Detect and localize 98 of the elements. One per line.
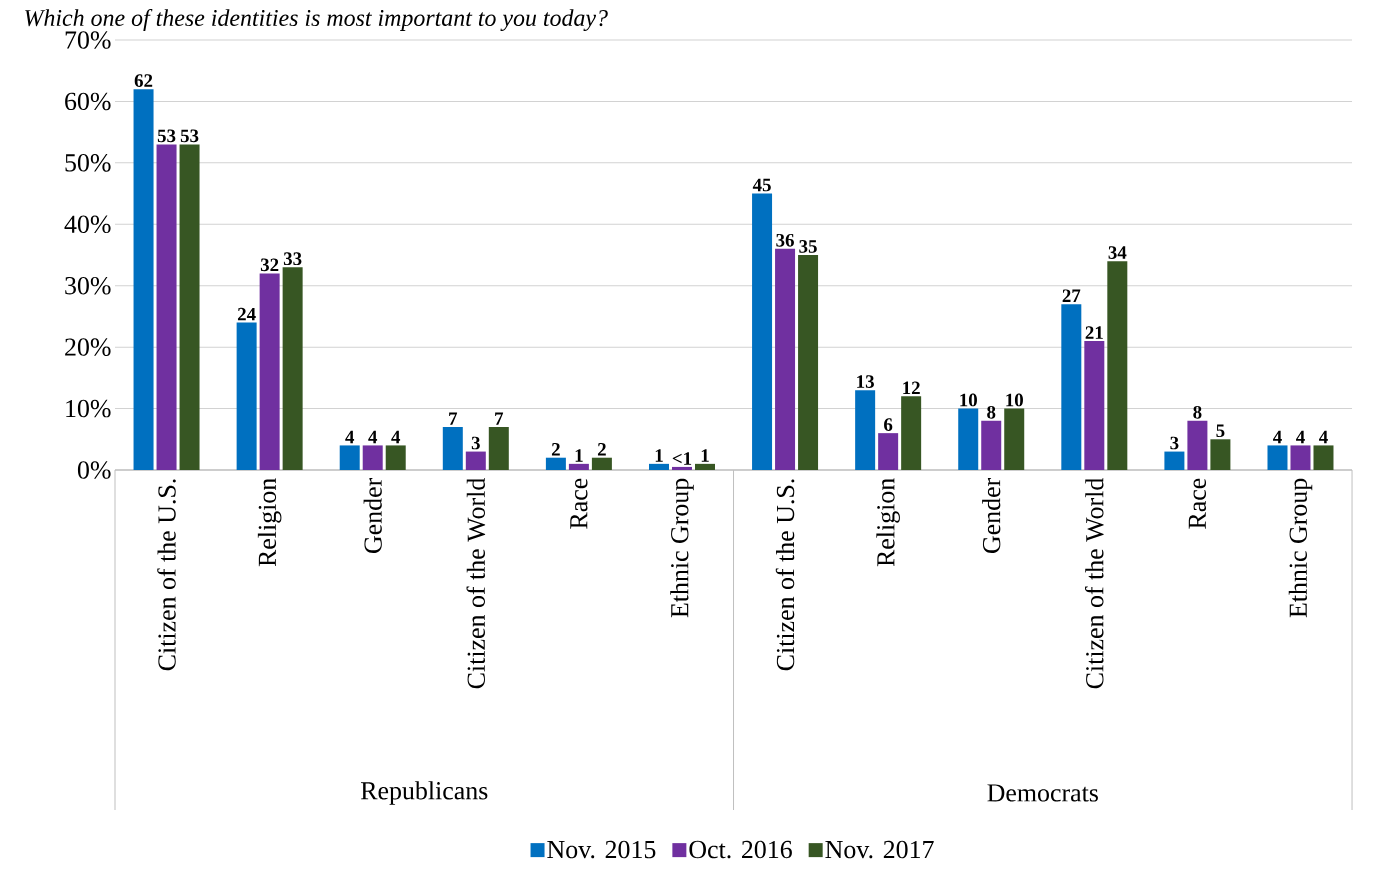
- bar: [671, 466, 692, 470]
- data-label: 8: [987, 405, 996, 419]
- bar: [1290, 445, 1311, 470]
- bar: [488, 427, 509, 470]
- data-label: <1: [672, 452, 692, 465]
- text: Democrats: [987, 784, 1098, 802]
- data-label: 2: [597, 442, 606, 456]
- bar: [1004, 408, 1025, 470]
- bar: [442, 427, 463, 470]
- data-label: 5: [1216, 424, 1225, 438]
- bar: [385, 445, 406, 470]
- x-tick-label: Race: [570, 478, 588, 529]
- legend-label: Nov. 2015: [547, 840, 656, 859]
- bar: [1164, 451, 1185, 470]
- bar: [752, 193, 773, 470]
- bar: [1084, 341, 1105, 470]
- x-tick-label: Ethnic Group: [1288, 478, 1313, 618]
- x-tick-label: Religion: [257, 478, 282, 567]
- bar: [878, 433, 899, 470]
- chart-title: Which one of these identities is most important to you today?: [25, 9, 608, 31]
- bar: [1107, 261, 1128, 470]
- y-tick-label: 20%: [65, 338, 111, 356]
- data-label: 53: [157, 129, 176, 143]
- data-label: 45: [752, 178, 771, 192]
- bar: [568, 463, 589, 470]
- bar: [1210, 439, 1231, 470]
- data-label: 24: [237, 307, 256, 321]
- data-label: 4: [368, 430, 378, 444]
- y-tick-label: 30%: [65, 276, 111, 295]
- legend-label: Oct. 2016: [689, 840, 792, 859]
- legend-label: Nov. 2017: [825, 840, 934, 859]
- data-label: 10: [1006, 393, 1023, 407]
- bar: [545, 457, 566, 470]
- data-label: 62: [134, 74, 153, 87]
- bar: [981, 420, 1002, 470]
- bar: [1187, 420, 1208, 470]
- x-tick-label: Citizen of the World: [1085, 478, 1104, 689]
- data-label: 7: [495, 412, 504, 425]
- bar: [775, 248, 796, 470]
- bar: [259, 273, 280, 470]
- x-tick-label: Religion: [876, 478, 900, 567]
- data-label: 4: [1273, 430, 1282, 444]
- data-label: 33: [283, 252, 302, 266]
- bar: [901, 396, 922, 470]
- x-tick-label: Citizen of the World: [466, 478, 486, 689]
- data-label: 4: [391, 430, 401, 444]
- x-tick-label: Gender: [363, 477, 382, 553]
- bar: [362, 445, 383, 470]
- data-label: 35: [799, 240, 817, 253]
- data-label: 4: [1296, 430, 1305, 444]
- data-label: 13: [857, 375, 874, 388]
- bar: [156, 144, 177, 470]
- y-tick-label: 0%: [77, 461, 111, 479]
- x-tick-label: Gender: [982, 477, 1001, 553]
- data-label: 1: [701, 449, 709, 462]
- data-label: 2: [551, 442, 560, 456]
- bar: [1267, 445, 1288, 470]
- y-tick-label: 60%: [65, 92, 111, 111]
- bar: [179, 144, 200, 470]
- y-tick-label: 50%: [65, 154, 111, 172]
- text: Republicans: [360, 781, 488, 805]
- data-label: 1: [655, 449, 663, 462]
- data-label: 8: [1193, 405, 1202, 419]
- data-label: 10: [960, 393, 977, 407]
- bar: [282, 267, 303, 470]
- bar: [1313, 445, 1334, 470]
- data-label: 53: [180, 129, 199, 143]
- y-tick-label: 70%: [65, 31, 111, 49]
- bar: [236, 322, 257, 470]
- data-label: 4: [1319, 430, 1328, 444]
- x-tick-label: Ethnic Group: [670, 478, 694, 618]
- bar: [465, 451, 486, 470]
- bar: [694, 463, 715, 470]
- data-label: 32: [260, 258, 279, 272]
- y-tick-label: 10%: [66, 399, 111, 418]
- data-label: 12: [903, 381, 920, 395]
- data-label: 3: [471, 436, 480, 450]
- bar: [133, 89, 154, 470]
- data-label: 27: [1062, 289, 1081, 302]
- bar: [855, 390, 876, 470]
- y-tick-label: 40%: [64, 215, 111, 234]
- x-tick-label: Citizen of the U.S.: [775, 479, 795, 671]
- data-label: 4: [345, 430, 355, 444]
- data-label: 21: [1085, 326, 1103, 339]
- bar: [591, 457, 612, 470]
- data-label: 34: [1108, 246, 1127, 259]
- data-label: 3: [1170, 436, 1179, 450]
- bar: [798, 255, 819, 470]
- bar: [1061, 304, 1082, 470]
- data-label: 6: [884, 418, 893, 431]
- x-tick-label: Race: [1188, 478, 1207, 529]
- bar: [648, 463, 669, 470]
- data-label: 1: [575, 449, 583, 462]
- x-tick-label: Citizen of the U.S.: [157, 479, 176, 671]
- data-label: 7: [449, 412, 458, 425]
- bar: [958, 408, 979, 470]
- bar: [339, 445, 360, 470]
- data-label: 36: [776, 233, 794, 247]
